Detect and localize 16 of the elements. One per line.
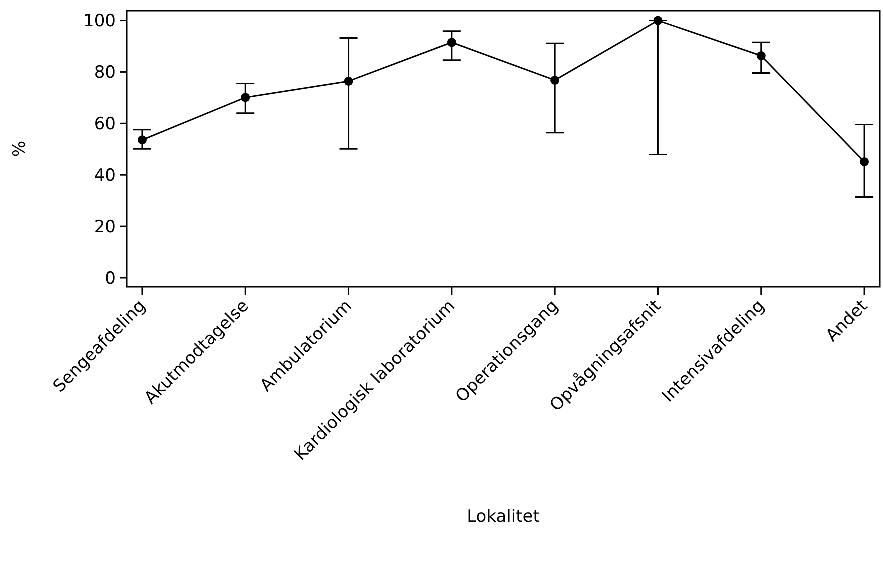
point [447,38,456,48]
point [241,93,250,102]
point [550,76,560,85]
point [344,76,354,86]
y-tick-label: 40 [94,166,116,186]
x-axis-title: Lokalitet [467,507,540,527]
point [654,16,663,26]
y-axis-title: % [10,140,30,158]
y-tick-label: 60 [94,114,116,135]
y-tick-label: 80 [94,63,116,84]
y-tick-label: 0 [105,268,116,289]
point [860,157,870,166]
point [138,136,147,145]
y-tick-label: 100 [84,12,116,32]
y-tick-label: 20 [94,218,116,238]
point [756,52,766,61]
